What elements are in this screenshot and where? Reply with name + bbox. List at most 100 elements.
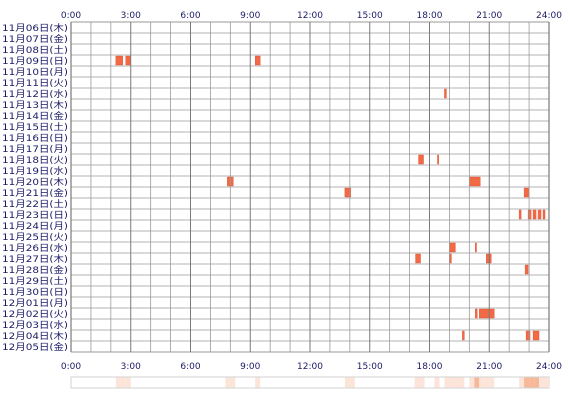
activity-bar xyxy=(527,209,532,220)
row-label: 11月09日(日) xyxy=(2,56,68,67)
row-label: 11月20日(木) xyxy=(2,176,68,188)
row-label: 11月10日(月) xyxy=(2,67,68,78)
row-label: 11月15日(土) xyxy=(2,121,68,133)
summary-cell xyxy=(434,377,440,388)
row-label: 11月13日(木) xyxy=(2,99,68,111)
summary-cell xyxy=(414,377,420,388)
x-tick-label-bottom: 15:00 xyxy=(357,362,383,372)
row-label: 11月12日(水) xyxy=(2,88,68,100)
row-label: 11月30日(日) xyxy=(2,287,68,298)
x-tick-label-bottom: 3:00 xyxy=(121,362,141,372)
row-label: 11月23日(日) xyxy=(2,210,68,221)
activity-bar xyxy=(532,330,540,341)
summary-cell xyxy=(529,377,535,388)
row-labels: 11月06日(木)11月07日(金)11月08日(土)11月09日(日)11月1… xyxy=(2,22,68,353)
activity-bar xyxy=(344,187,352,198)
activity-bar xyxy=(475,308,478,319)
activity-bar xyxy=(418,154,424,165)
row-label: 11月16日(日) xyxy=(2,133,68,144)
x-tick-label-bottom: 6:00 xyxy=(180,362,200,372)
row-label: 11月21日(金) xyxy=(2,187,68,199)
summary-cell xyxy=(534,377,540,388)
summary-cell xyxy=(524,377,530,388)
x-tick-label-top: 3:00 xyxy=(121,11,141,21)
x-tick-label-top: 0:00 xyxy=(61,11,81,21)
summary-strip xyxy=(70,376,550,389)
summary-cell xyxy=(544,377,549,388)
row-label: 11月24日(月) xyxy=(2,221,68,232)
activity-bar xyxy=(475,242,477,253)
row-label: 11月07日(金) xyxy=(2,33,68,45)
summary-cell xyxy=(349,377,355,388)
summary-cell xyxy=(474,377,480,388)
x-tick-label-bottom: 18:00 xyxy=(417,362,443,372)
summary-cell xyxy=(469,377,475,388)
summary-cell xyxy=(449,377,455,388)
x-tick-label-bottom: 0:00 xyxy=(61,362,81,372)
row-label: 12月04日(木) xyxy=(2,330,68,342)
row-label: 11月06日(木) xyxy=(2,22,68,34)
summary-cell xyxy=(444,377,450,388)
summary-cell xyxy=(419,377,425,388)
x-tick-label-top: 6:00 xyxy=(180,11,200,21)
row-label: 12月05日(金) xyxy=(2,341,68,353)
activity-bar xyxy=(444,88,447,99)
row-label: 11月26日(水) xyxy=(2,242,68,254)
row-label: 11月08日(土) xyxy=(2,44,68,56)
row-label: 11月17日(月) xyxy=(2,144,68,155)
activity-bar xyxy=(462,330,465,341)
summary-cell xyxy=(484,377,490,388)
activity-bar xyxy=(125,55,131,66)
x-tick-label-top: 12:00 xyxy=(297,11,323,21)
activity-bar xyxy=(255,55,261,66)
x-tick-label-bottom: 24:00 xyxy=(536,362,562,372)
summary-cell xyxy=(120,377,126,388)
row-label: 12月03日(水) xyxy=(2,319,68,331)
activity-bar xyxy=(537,209,542,220)
row-label: 11月27日(木) xyxy=(2,253,68,265)
x-tick-label-top: 21:00 xyxy=(476,11,502,21)
summary-cell xyxy=(454,377,460,388)
row-label: 11月22日(土) xyxy=(2,198,68,210)
x-tick-label-top: 15:00 xyxy=(357,11,383,21)
row-label: 11月29日(土) xyxy=(2,275,68,287)
activity-bar xyxy=(525,330,531,341)
row-label: 11月19日(水) xyxy=(2,165,68,177)
activity-bar xyxy=(449,242,456,253)
activity-bar xyxy=(518,209,522,220)
activity-bar xyxy=(437,154,439,165)
row-label: 12月02日(火) xyxy=(2,309,68,320)
activity-bar xyxy=(479,308,495,319)
x-tick-label-bottom: 21:00 xyxy=(476,362,502,372)
summary-cell xyxy=(479,377,485,388)
summary-cell xyxy=(489,377,495,388)
summary-cell xyxy=(115,377,121,388)
summary-cell xyxy=(344,377,350,388)
activity-bar xyxy=(115,55,123,66)
row-label: 11月14日(金) xyxy=(2,110,68,122)
x-tick-label-top: 9:00 xyxy=(240,11,260,21)
activity-bar xyxy=(415,253,421,264)
row-label: 11月18日(火) xyxy=(2,155,68,166)
summary-cell xyxy=(255,377,261,388)
tick-labels: 0:00 0:00 3:00 3:00 6:00 6:00 9:00 9:00 12:00 12:… xyxy=(61,11,562,372)
row-label: 11月28日(金) xyxy=(2,264,68,276)
grid xyxy=(70,21,550,353)
activity-bar xyxy=(523,187,530,198)
row-label: 11月25日(火) xyxy=(2,232,68,243)
x-tick-label-top: 24:00 xyxy=(536,11,562,21)
row-label: 12月01日(月) xyxy=(2,298,68,309)
summary-cell xyxy=(539,377,545,388)
x-tick-label-bottom: 9:00 xyxy=(240,362,260,372)
activity-bar xyxy=(524,264,529,275)
x-tick-label-top: 18:00 xyxy=(417,11,443,21)
x-tick-label-bottom: 12:00 xyxy=(297,362,323,372)
row-label: 11月11日(火) xyxy=(2,78,68,89)
summary-cell xyxy=(125,377,131,388)
activity-bar xyxy=(542,209,546,220)
activity-bar xyxy=(532,209,537,220)
summary-cell xyxy=(230,377,236,388)
summary-cell xyxy=(519,377,525,388)
activity-bar xyxy=(469,176,481,187)
